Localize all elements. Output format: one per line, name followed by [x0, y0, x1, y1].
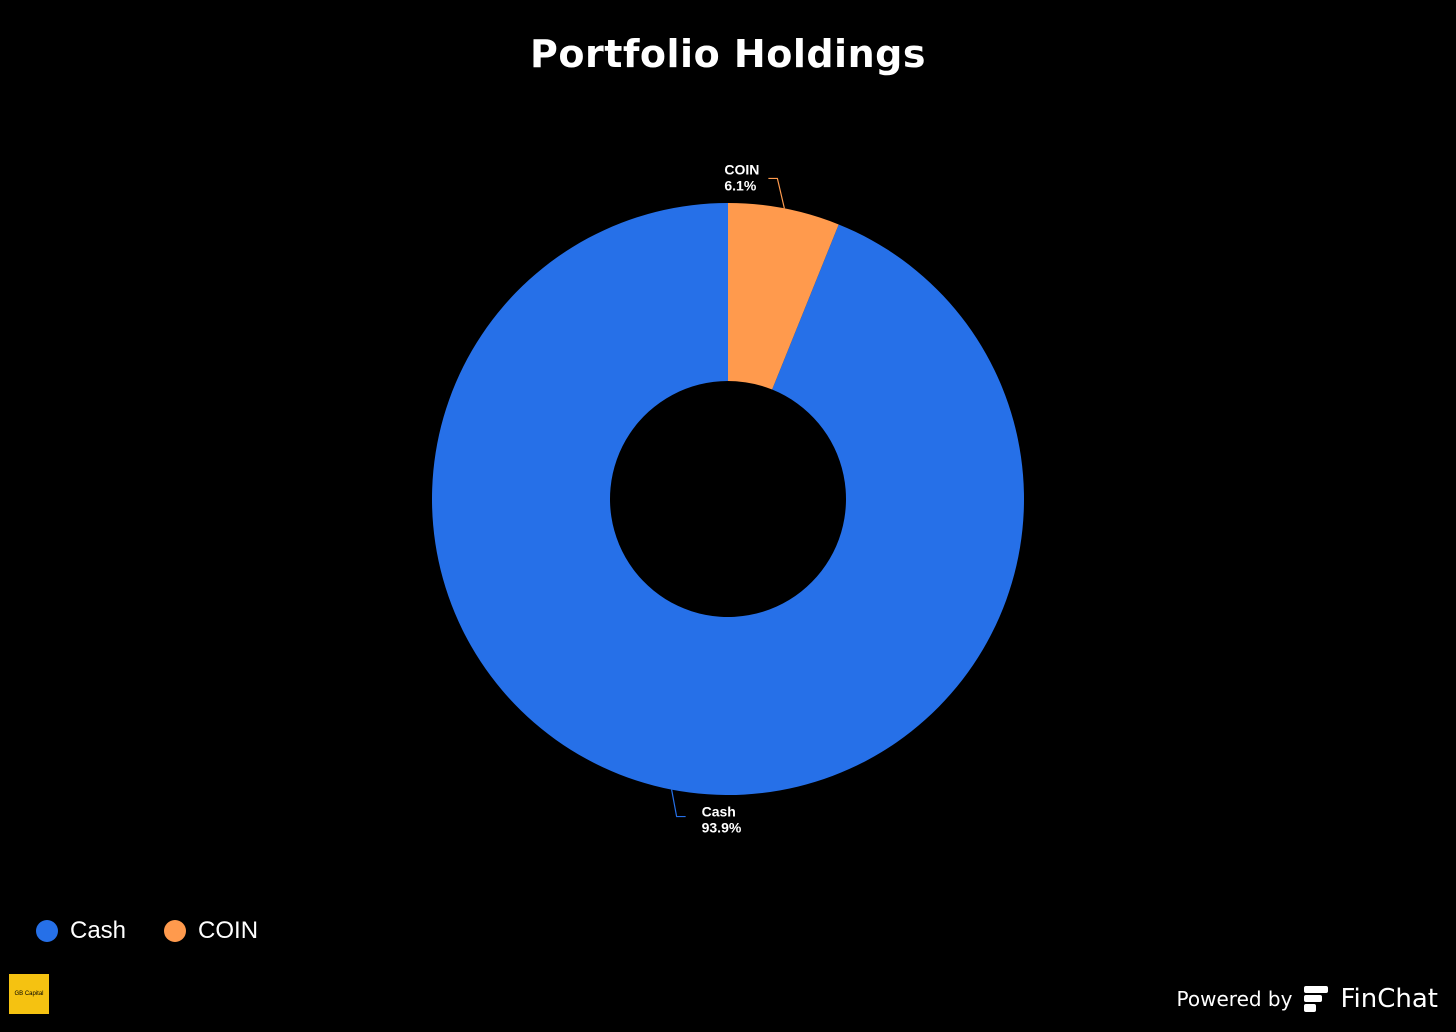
slice-value-cash: 93.9% [702, 820, 742, 836]
legend-label-cash: Cash [70, 917, 127, 944]
logo-text: GB Capital [14, 991, 44, 997]
powered-by-text: Powered by [1176, 987, 1293, 1011]
gb-capital-logo: GB Capital [9, 974, 49, 1014]
slice-label-cash: Cash [702, 804, 736, 820]
powered-by-finchat: Powered by FinChat [1177, 984, 1438, 1014]
finchat-icon [1302, 984, 1330, 1014]
legend-label-coin: COIN [198, 917, 259, 944]
slice-cash[interactable] [431, 203, 1024, 795]
slice-label-coin: COIN [724, 161, 759, 177]
chart-title: Portfolio Holdings [530, 32, 926, 76]
legend-item-cash[interactable]: Cash [36, 917, 126, 945]
leader-line-coin [768, 177, 785, 209]
legend-marker-cash [36, 920, 58, 942]
leader-line-cash [671, 789, 686, 818]
finchat-wordmark: FinChat [1340, 984, 1438, 1014]
legend-marker-coin [164, 920, 187, 942]
legend: Cash COIN [36, 917, 258, 945]
slice-coin[interactable] [728, 203, 839, 390]
legend-item-coin[interactable]: COIN [164, 917, 258, 945]
slice-value-coin: 6.1% [724, 177, 756, 193]
